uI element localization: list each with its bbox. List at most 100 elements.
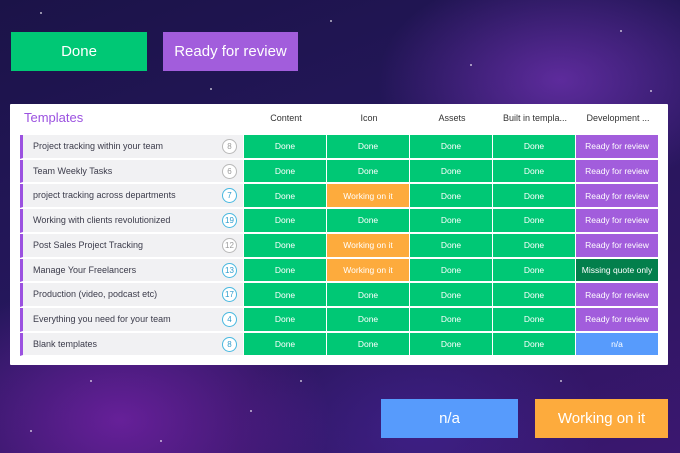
group-title[interactable]: Templates	[24, 110, 84, 125]
status-cell[interactable]: Done	[327, 209, 410, 233]
item-name: Everything you need for your team	[33, 313, 171, 324]
status-cell[interactable]: Done	[410, 159, 493, 184]
working-on-it-status-button[interactable]: Working on it	[535, 399, 668, 438]
column-header-icon[interactable]: Icon	[360, 113, 378, 123]
item-name-cell[interactable]: Post Sales Project Tracking 12	[20, 233, 243, 258]
status-cell[interactable]: Done	[410, 258, 493, 283]
status-cell[interactable]: Ready for review	[576, 209, 659, 233]
status-cell[interactable]: Done	[493, 135, 576, 159]
status-cell[interactable]: Done	[493, 159, 576, 184]
item-name-cell[interactable]: Working with clients revolutionized 19	[20, 209, 243, 233]
table-row: Manage Your Freelancers 13 Done Working on …	[10, 258, 668, 283]
updates-count-badge[interactable]: 6	[222, 163, 237, 179]
status-cell[interactable]: Missing quote only	[576, 258, 659, 283]
item-name: Production (video, podcast etc)	[33, 289, 158, 300]
item-name: project tracking across departments	[33, 190, 176, 201]
star	[330, 20, 332, 22]
status-cell[interactable]: Done	[493, 332, 576, 357]
updates-count-badge[interactable]: 8	[222, 139, 237, 154]
star	[250, 410, 252, 412]
status-cell[interactable]: Done	[410, 135, 493, 159]
status-cell[interactable]: Done	[493, 209, 576, 233]
table-row: Blank templates 8 Done Done Done Done n/a	[10, 332, 668, 357]
status-cell[interactable]: Ready for review	[576, 233, 659, 258]
column-header-built-in-templates[interactable]: Built in templa...	[502, 113, 568, 123]
column-header-development[interactable]: Development ...	[586, 113, 650, 123]
updates-count-badge[interactable]: 17	[222, 287, 237, 303]
item-name: Manage Your Freelancers	[33, 264, 137, 275]
status-cell[interactable]: Done	[244, 332, 327, 357]
item-name: Blank templates	[33, 338, 98, 349]
na-status-button[interactable]: n/a	[381, 399, 518, 438]
status-cell[interactable]: Done	[493, 258, 576, 283]
star	[30, 430, 32, 432]
status-cell[interactable]: Done	[410, 233, 493, 258]
status-cell[interactable]: Ready for review	[576, 184, 659, 209]
item-name: Team Weekly Tasks	[33, 165, 113, 176]
status-cell[interactable]: Done	[327, 283, 410, 307]
board-header: Templates Content Icon Assets Built in t…	[10, 104, 668, 134]
item-name-cell[interactable]: Manage Your Freelancers 13	[20, 258, 243, 283]
star	[160, 440, 162, 442]
table-row: Post Sales Project Tracking 12 Done Working…	[10, 233, 668, 258]
table-row: Working with clients revolutionized 19 Don…	[10, 209, 668, 233]
item-name-cell[interactable]: project tracking across departments 7	[20, 184, 243, 209]
status-cell[interactable]: Ready for review	[576, 135, 659, 159]
status-cell[interactable]: Done	[244, 159, 327, 184]
done-status-button[interactable]: Done	[11, 32, 147, 71]
status-cell[interactable]: Done	[410, 307, 493, 332]
status-cell[interactable]: Ready for review	[576, 159, 659, 184]
table-row: Everything you need for your team 4 Done Do…	[10, 307, 668, 332]
status-cell[interactable]: n/a	[576, 332, 659, 357]
item-name: Post Sales Project Tracking	[33, 239, 144, 250]
table-row: Production (video, podcast etc) 17 Done Don…	[10, 283, 668, 307]
status-cell[interactable]: Done	[244, 258, 327, 283]
status-cell[interactable]: Done	[244, 307, 327, 332]
star	[210, 88, 212, 90]
status-cell[interactable]: Done	[327, 307, 410, 332]
star	[40, 12, 42, 14]
ready-for-review-status-button[interactable]: Ready for review	[163, 32, 298, 71]
star	[620, 30, 622, 32]
table-row: Project tracking within your team 8 Done Do…	[10, 135, 668, 159]
status-cell[interactable]: Done	[410, 283, 493, 307]
updates-count-badge[interactable]: 13	[222, 262, 237, 278]
status-cell[interactable]: Working on it	[327, 184, 410, 209]
status-cell[interactable]: Working on it	[327, 258, 410, 283]
status-cell[interactable]: Ready for review	[576, 307, 659, 332]
status-cell[interactable]: Done	[244, 233, 327, 258]
status-cell[interactable]: Done	[493, 184, 576, 209]
column-header-assets[interactable]: Assets	[438, 113, 466, 123]
star	[90, 380, 92, 382]
status-cell[interactable]: Done	[244, 184, 327, 209]
column-header-content[interactable]: Content	[270, 113, 302, 123]
status-cell[interactable]: Working on it	[327, 233, 410, 258]
item-name-cell[interactable]: Production (video, podcast etc) 17	[20, 283, 243, 307]
star	[300, 380, 302, 382]
item-name: Project tracking within your team	[33, 141, 164, 151]
item-name-cell[interactable]: Everything you need for your team 4	[20, 307, 243, 332]
item-name-cell[interactable]: Project tracking within your team 8	[20, 135, 243, 159]
updates-count-badge[interactable]: 12	[222, 237, 237, 253]
updates-count-badge[interactable]: 19	[222, 213, 237, 229]
status-cell[interactable]: Done	[327, 135, 410, 159]
updates-count-badge[interactable]: 4	[222, 311, 237, 327]
status-cell[interactable]: Done	[244, 283, 327, 307]
status-cell[interactable]: Done	[244, 209, 327, 233]
status-cell[interactable]: Done	[493, 307, 576, 332]
updates-count-badge[interactable]: 8	[222, 336, 237, 352]
status-cell[interactable]: Done	[327, 159, 410, 184]
item-name-cell[interactable]: Team Weekly Tasks 6	[20, 159, 243, 184]
status-cell[interactable]: Done	[327, 332, 410, 357]
item-name-cell[interactable]: Blank templates 8	[20, 332, 243, 357]
status-cell[interactable]: Ready for review	[576, 283, 659, 307]
updates-count-badge[interactable]: 7	[222, 188, 237, 204]
status-cell[interactable]: Done	[493, 283, 576, 307]
star	[650, 90, 652, 92]
star	[560, 380, 562, 382]
status-cell[interactable]: Done	[410, 332, 493, 357]
status-cell[interactable]: Done	[410, 209, 493, 233]
status-cell[interactable]: Done	[244, 135, 327, 159]
status-cell[interactable]: Done	[410, 184, 493, 209]
status-cell[interactable]: Done	[493, 233, 576, 258]
